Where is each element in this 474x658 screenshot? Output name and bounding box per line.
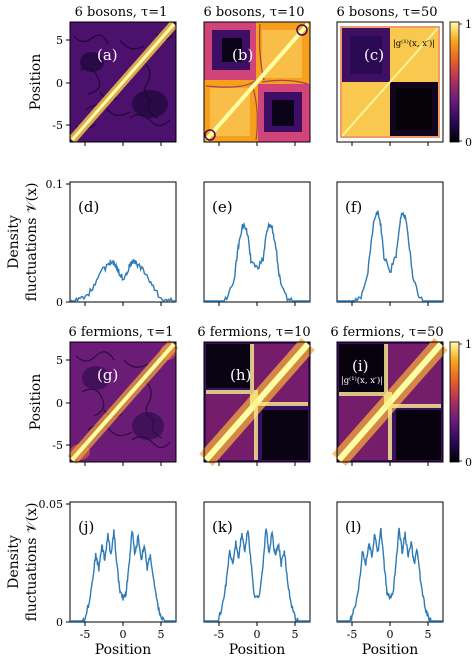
ytick-j-bottom: 0	[56, 616, 63, 629]
heatmap-g	[67, 340, 179, 464]
ytick-g-0: 0	[56, 397, 63, 410]
heatmap-title-b: 6 bosons, τ=10	[204, 5, 305, 20]
panel-letter-k: (k)	[212, 518, 233, 536]
xtick-l-0: 0	[387, 628, 394, 641]
panel-letter-h: (h)	[230, 366, 251, 384]
heatmap-row1-yticks: 5 0 -5	[52, 34, 70, 132]
panel-letter-b: (b)	[232, 46, 253, 64]
density-row4-xticks	[84, 622, 429, 626]
xtick-j-0: 0	[120, 628, 127, 641]
density-line-d	[69, 258, 176, 303]
density-row4-ylabel-2: fluctuations 𝒱(x)	[24, 503, 40, 622]
panel-letter-l: (l)	[345, 518, 362, 536]
heatmap-title-c: 6 bosons, τ=50	[337, 5, 438, 20]
heatmap-i: |g⁽¹⁾(x, x′)|	[332, 338, 448, 466]
panel-letter-e: (e)	[212, 198, 233, 216]
ytick-a-0: 0	[56, 77, 63, 90]
colorbar-top: 1 0	[449, 18, 472, 149]
colorbar-top-tick-1: 1	[465, 18, 472, 31]
density-row4-yticks: 0.05 0	[39, 498, 70, 629]
panel-letter-f: (f)	[345, 198, 362, 216]
density-row4-ylabel-1: Density	[6, 535, 22, 589]
heatmap-h	[199, 338, 315, 466]
xlabel-l: Position	[362, 642, 419, 658]
panel-letter-d: (d)	[78, 198, 99, 216]
heatmap-b	[204, 22, 310, 142]
density-line-k	[204, 528, 310, 623]
density-row2-xticks	[84, 302, 429, 306]
heatmap-row3-yticks: 5 0 -5	[52, 354, 70, 452]
ytick-d-bottom: 0	[56, 296, 63, 309]
heatmap-title-h: 6 fermions, τ=10	[197, 325, 310, 340]
density-row2-ylabel-2: fluctuations 𝒱(x)	[24, 183, 40, 302]
heatmap-title-g: 6 fermions, τ=1	[68, 325, 173, 340]
density-row2-ylabel-1: Density	[6, 215, 22, 269]
panel-letter-i: (i)	[352, 357, 369, 375]
heatmap-c: |g⁽¹⁾(x, x′)|	[337, 22, 443, 142]
ytick-g-5: 5	[56, 354, 63, 367]
annotation-g1-c: |g⁽¹⁾(x, x′)|	[393, 38, 435, 49]
ytick-g-m5: -5	[52, 439, 63, 452]
heatmap-title-a: 6 bosons, τ=1	[75, 5, 168, 20]
heatmap-row3-ylabel: Position	[28, 374, 44, 431]
colorbar-bottom-tick-0: 0	[465, 456, 472, 469]
xlabel-j: Position	[95, 642, 152, 658]
panel-letter-j: (j)	[78, 518, 94, 536]
ytick-j-top: 0.05	[39, 498, 64, 511]
heatmap-row3-xticks	[84, 462, 429, 466]
ytick-d-top: 0.1	[46, 178, 64, 191]
colorbar-bottom-tick-1: 1	[465, 338, 472, 351]
annotation-g1-i: |g⁽¹⁾(x, x′)|	[341, 375, 383, 386]
colorbar-bottom: 1 0	[449, 338, 472, 469]
density-line-e	[204, 221, 310, 303]
panel-letter-g: (g)	[97, 366, 118, 384]
heatmap-row1-ylabel: Position	[28, 54, 44, 111]
colorbar-top-tick-0: 0	[465, 136, 472, 149]
heatmap-title-i: 6 fermions, τ=50	[330, 325, 443, 340]
density-row2-frames	[69, 181, 444, 303]
panel-letter-a: (a)	[97, 46, 118, 64]
xtick-k-0: 0	[254, 628, 261, 641]
xtick-j-5: 5	[158, 628, 165, 641]
density-row4-frames	[69, 501, 444, 623]
panel-letter-c: (c)	[364, 46, 384, 64]
heatmap-row1-xticks	[84, 142, 429, 146]
xtick-k-m5: -5	[214, 628, 225, 641]
xtick-l-m5: -5	[347, 628, 358, 641]
xlabel-k: Position	[229, 642, 286, 658]
ytick-a-5: 5	[56, 34, 63, 47]
xtick-k-5: 5	[292, 628, 299, 641]
density-line-j	[70, 529, 176, 622]
xtick-j-m5: -5	[80, 628, 91, 641]
heatmap-a	[68, 21, 178, 143]
density-line-l	[337, 527, 443, 623]
density-line-f	[337, 210, 443, 303]
density-row2-yticks: 0.1 0	[46, 178, 70, 309]
xtick-l-5: 5	[425, 628, 432, 641]
ytick-a-m5: -5	[52, 119, 63, 132]
density-row4-xticklabels: -5 0 5 -5 0 5 -5 0 5	[80, 628, 432, 641]
